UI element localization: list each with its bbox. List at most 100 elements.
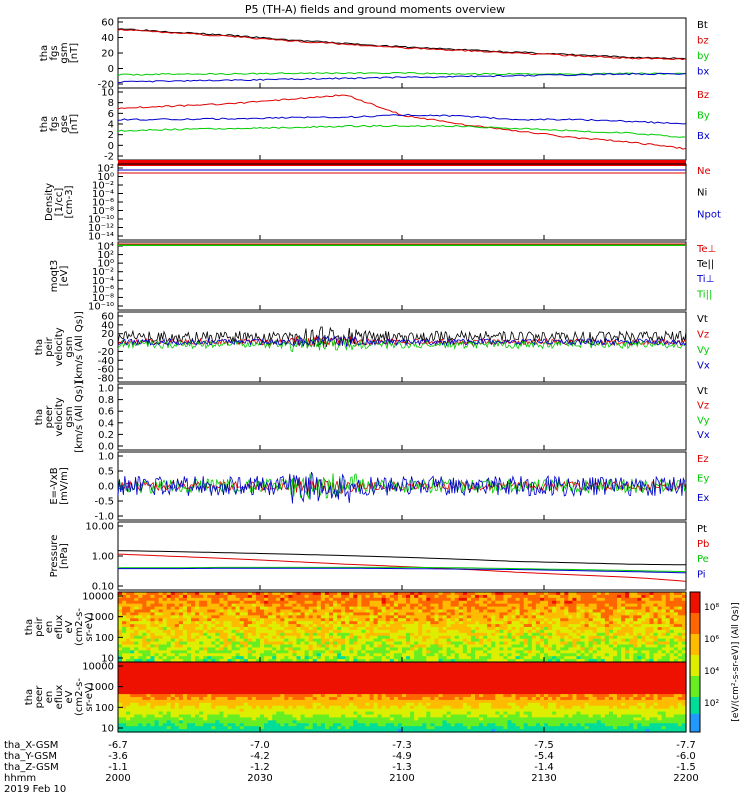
spec-cell (170, 644, 176, 649)
spec-cell (544, 656, 549, 660)
spec-cell (341, 612, 346, 616)
spec-cell (174, 670, 180, 675)
spec-cell (369, 592, 375, 596)
spec-cell (122, 685, 127, 689)
spec-cell (328, 726, 334, 730)
spec-cell (276, 720, 281, 724)
spec-cell (539, 644, 545, 649)
spec-cell (154, 702, 160, 707)
spec-cell (389, 647, 395, 651)
spec-cell (138, 688, 143, 692)
spec-cell (681, 656, 687, 660)
spec-cell (373, 647, 379, 651)
spec-cell (203, 694, 208, 698)
spec-cell (519, 647, 525, 651)
spec-cell (268, 688, 273, 692)
spec-cell (130, 644, 135, 649)
spec-cell (426, 635, 431, 640)
spec-cell (130, 711, 135, 716)
spec-cell (126, 638, 131, 643)
spec-cell (560, 606, 565, 611)
spec-cell (357, 650, 363, 654)
spec-cell (255, 624, 261, 628)
spec-cell (223, 664, 229, 669)
spec-cell (426, 650, 431, 654)
spec-cell (255, 650, 261, 654)
spec-cell (495, 659, 500, 663)
spec-cell (227, 659, 233, 663)
spec-cell (556, 618, 561, 622)
spec-cell (681, 627, 687, 631)
spec-cell (260, 667, 265, 672)
spec-cell (673, 624, 679, 628)
spec-cell (324, 632, 330, 637)
spec-cell (166, 720, 172, 724)
spec-cell (126, 723, 131, 727)
spec-cell (519, 612, 525, 616)
spec-cell (284, 726, 289, 730)
spec-cell (231, 720, 237, 724)
spec-cell (296, 708, 302, 713)
spec-cell (146, 624, 152, 628)
spec-cell (300, 621, 306, 625)
spec-cell (633, 612, 638, 616)
spec-cell (365, 641, 371, 646)
spec-cell (333, 632, 338, 637)
spec-cell (158, 603, 164, 608)
spec-cell (665, 612, 671, 616)
spec-cell (284, 682, 289, 686)
spec-cell (385, 641, 391, 646)
spec-cell (203, 691, 208, 695)
spec-cell (186, 688, 192, 692)
spec-cell (641, 659, 647, 663)
spec-cell (345, 644, 350, 649)
spec-cell (154, 600, 160, 605)
spec-cell (162, 606, 168, 611)
spec-cell (446, 659, 452, 663)
spec-cell (466, 592, 472, 596)
spec-cell (527, 644, 533, 649)
spec-cell (255, 629, 261, 634)
spec-cell (138, 726, 143, 730)
spec-cell (434, 594, 440, 599)
spec-cell (207, 603, 212, 608)
spec-cell (211, 685, 216, 689)
spec-cell (255, 699, 261, 704)
spec-cell (235, 697, 241, 701)
spec-cell (596, 627, 602, 631)
spec-cell (341, 711, 346, 716)
spec-cell (377, 612, 383, 616)
spec-cell (653, 632, 659, 637)
spec-cell (251, 726, 257, 730)
spec-cell (186, 673, 192, 678)
spec-cell (572, 592, 578, 596)
spec-cell (211, 659, 216, 663)
spec-cell (353, 632, 358, 637)
spec-cell (604, 594, 610, 599)
spec-cell (406, 621, 411, 625)
spec-cell (649, 603, 655, 608)
spec-cell (531, 635, 537, 640)
spec-cell (393, 641, 399, 646)
spec-cell (507, 650, 513, 654)
spec-cell (560, 629, 565, 634)
y-tick-label: -20 (98, 347, 114, 358)
spec-cell (406, 635, 411, 640)
spec-cell (142, 618, 147, 622)
spec-cell (195, 641, 200, 646)
spec-cell (564, 594, 569, 599)
spec-cell (154, 603, 160, 608)
spec-cell (292, 685, 298, 689)
spec-cell (523, 603, 529, 608)
spec-cell (653, 650, 659, 654)
spec-cell (397, 659, 403, 663)
series-line-Pi (118, 567, 687, 574)
spec-cell (665, 592, 671, 596)
spec-cell (454, 644, 460, 649)
spec-cell (389, 621, 395, 625)
spec-cell (186, 612, 192, 616)
spec-cell (162, 714, 168, 719)
spec-cell (300, 638, 306, 643)
spec-cell (531, 600, 537, 605)
spec-cell (122, 723, 127, 727)
